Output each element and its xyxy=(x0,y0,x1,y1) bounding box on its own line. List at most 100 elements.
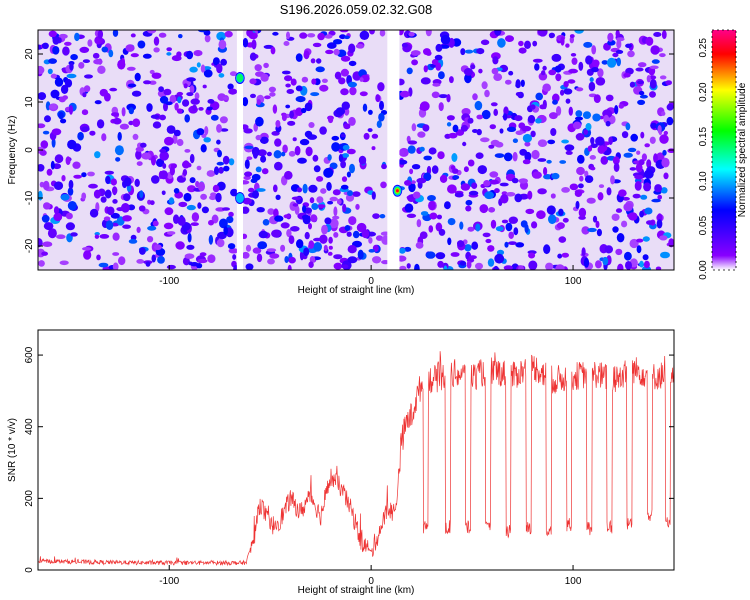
heatmap-cell xyxy=(310,214,318,223)
heatmap-cell xyxy=(38,92,47,101)
heatmap-cell xyxy=(112,262,119,270)
heatmap-cell xyxy=(202,84,207,89)
heatmap-cell xyxy=(474,100,483,111)
chart-title: S196.2026.059.02.32.G08 xyxy=(280,2,433,17)
heatmap-cell xyxy=(118,256,126,266)
heatmap-cell xyxy=(347,190,353,197)
heatmap-cell xyxy=(642,236,650,242)
heatmap-cell xyxy=(583,129,588,135)
heatmap-cell xyxy=(556,222,565,230)
heatmap-cell xyxy=(121,203,130,213)
heatmap-cell xyxy=(368,249,375,253)
heatmap-cell xyxy=(623,72,631,78)
heatmap-cell xyxy=(79,46,90,54)
heatmap-cell xyxy=(270,46,276,55)
heatmap-cell xyxy=(504,241,509,248)
heatmap-cell xyxy=(100,196,107,203)
y-tick-label: 0 xyxy=(24,567,35,573)
heatmap-cell xyxy=(143,80,152,85)
heatmap-cell xyxy=(196,165,202,171)
heatmap-cell xyxy=(308,223,312,230)
heatmap-cell xyxy=(198,181,205,192)
heatmap-cell xyxy=(333,232,339,238)
heatmap-cell xyxy=(197,202,202,209)
heatmap-cell xyxy=(598,184,605,189)
heatmap-cell xyxy=(186,50,194,60)
heatmap-cell xyxy=(296,239,304,249)
heatmap-cell xyxy=(145,261,151,267)
heatmap-cell xyxy=(38,190,43,201)
heatmap-cell xyxy=(493,108,499,116)
heatmap-cell xyxy=(50,73,57,79)
heatmap-cell xyxy=(466,260,472,269)
heatmap-cell xyxy=(653,153,658,163)
heatmap-cell xyxy=(645,36,654,46)
heatmap-cell xyxy=(151,155,156,166)
heatmap-cell xyxy=(615,49,624,54)
heatmap-cell xyxy=(301,214,311,220)
heatmap-cell xyxy=(256,253,263,263)
heatmap-cell xyxy=(591,67,599,73)
heatmap-cell xyxy=(321,78,328,84)
heatmap-cell xyxy=(184,253,195,259)
heatmap-cell xyxy=(68,179,74,190)
heatmap-cell xyxy=(241,206,250,214)
heatmap-cell xyxy=(223,165,230,172)
heatmap-cell xyxy=(475,262,483,270)
heatmap-cell xyxy=(423,155,433,161)
heatmap-cell xyxy=(308,184,318,193)
heatmap-cell xyxy=(518,178,528,184)
heatmap-cell xyxy=(587,227,597,233)
spectrogram-gap xyxy=(236,30,243,270)
heatmap-cell xyxy=(471,182,478,189)
heatmap-cell xyxy=(152,220,159,227)
heatmap-cell xyxy=(470,64,476,70)
heatmap-cell xyxy=(497,38,506,48)
heatmap-cell xyxy=(478,68,483,74)
heatmap-cell xyxy=(134,72,141,82)
heatmap-cell xyxy=(151,72,162,79)
heatmap-cell xyxy=(627,50,635,58)
heatmap-cell xyxy=(159,114,167,121)
heatmap-cell xyxy=(52,36,60,45)
heatmap-cell xyxy=(58,112,64,120)
heatmap-cell xyxy=(644,143,650,148)
heatmap-cell xyxy=(189,177,196,184)
heatmap-cell xyxy=(152,121,162,129)
heatmap-cell xyxy=(575,133,585,141)
heatmap-cell xyxy=(305,146,313,157)
heatmap-cell xyxy=(130,33,136,38)
heatmap-cell xyxy=(412,191,421,199)
heatmap-cell xyxy=(560,36,565,46)
heatmap-cell xyxy=(588,81,596,92)
heatmap-cell xyxy=(194,92,200,100)
heatmap-cell xyxy=(81,192,87,200)
heatmap-cell xyxy=(200,193,208,200)
heatmap-cell xyxy=(216,123,222,133)
heatmap-cell xyxy=(325,49,334,55)
heatmap-cell xyxy=(177,216,186,226)
heatmap-cell xyxy=(481,81,488,90)
heatmap-cell xyxy=(274,215,284,222)
heatmap-cell xyxy=(618,103,624,109)
heatmap-cell xyxy=(639,94,648,99)
heatmap-cell xyxy=(125,44,135,52)
heatmap-cell xyxy=(558,236,567,243)
heatmap-cell xyxy=(39,149,47,156)
colorbar-gradient xyxy=(712,30,736,270)
heatmap-cell xyxy=(62,46,70,56)
heatmap-cell xyxy=(571,57,578,65)
heatmap-cell xyxy=(252,190,259,199)
heatmap-cell xyxy=(173,129,181,137)
heatmap-cell xyxy=(561,187,570,193)
heatmap-cell xyxy=(592,215,598,223)
heatmap-cell xyxy=(168,197,175,205)
heatmap-cell xyxy=(342,203,347,213)
heatmap-cell xyxy=(244,145,254,150)
heatmap-cell xyxy=(137,40,146,49)
heatmap-cell xyxy=(182,257,190,266)
y-tick-label: 600 xyxy=(24,346,35,363)
snr-background xyxy=(38,330,674,570)
heatmap-cell xyxy=(260,73,269,82)
heatmap-cell xyxy=(315,66,325,73)
